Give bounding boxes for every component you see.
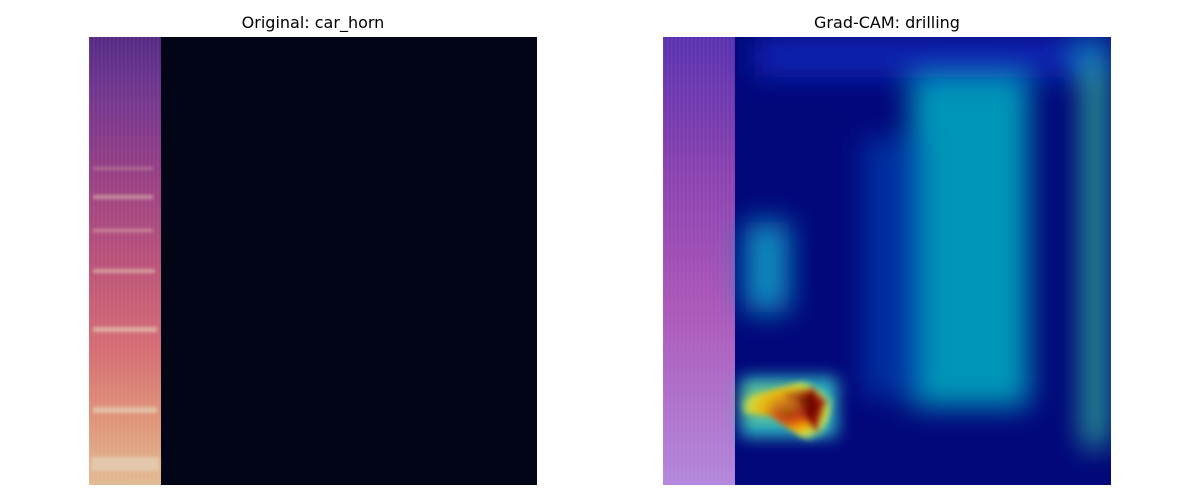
gradcam-panel: Grad-CAM: drilling — [663, 0, 1111, 500]
gradcam-heatmap-image — [663, 37, 1111, 485]
original-panel: Original: car_horn — [89, 0, 537, 500]
original-panel-title: Original: car_horn — [89, 13, 537, 32]
gradcam-panel-title: Grad-CAM: drilling — [663, 13, 1111, 32]
original-spectrogram-image — [89, 37, 537, 485]
